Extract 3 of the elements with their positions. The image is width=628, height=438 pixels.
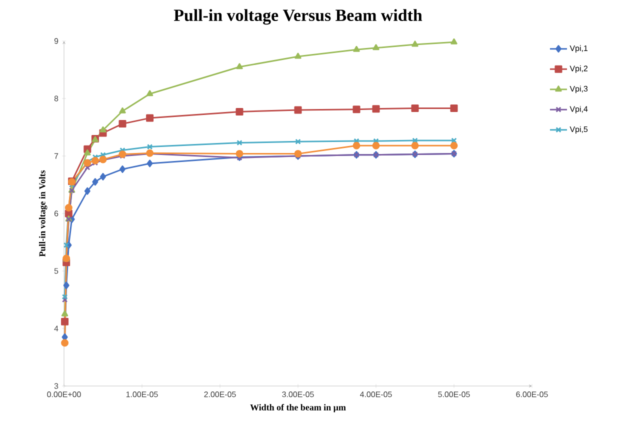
chart-title: Pull-in voltage Versus Beam width [174, 9, 422, 25]
x-axis-title: Width of the beam in µm [250, 404, 346, 412]
y-axis-title: Pull-in voltage in Volts [39, 170, 48, 257]
